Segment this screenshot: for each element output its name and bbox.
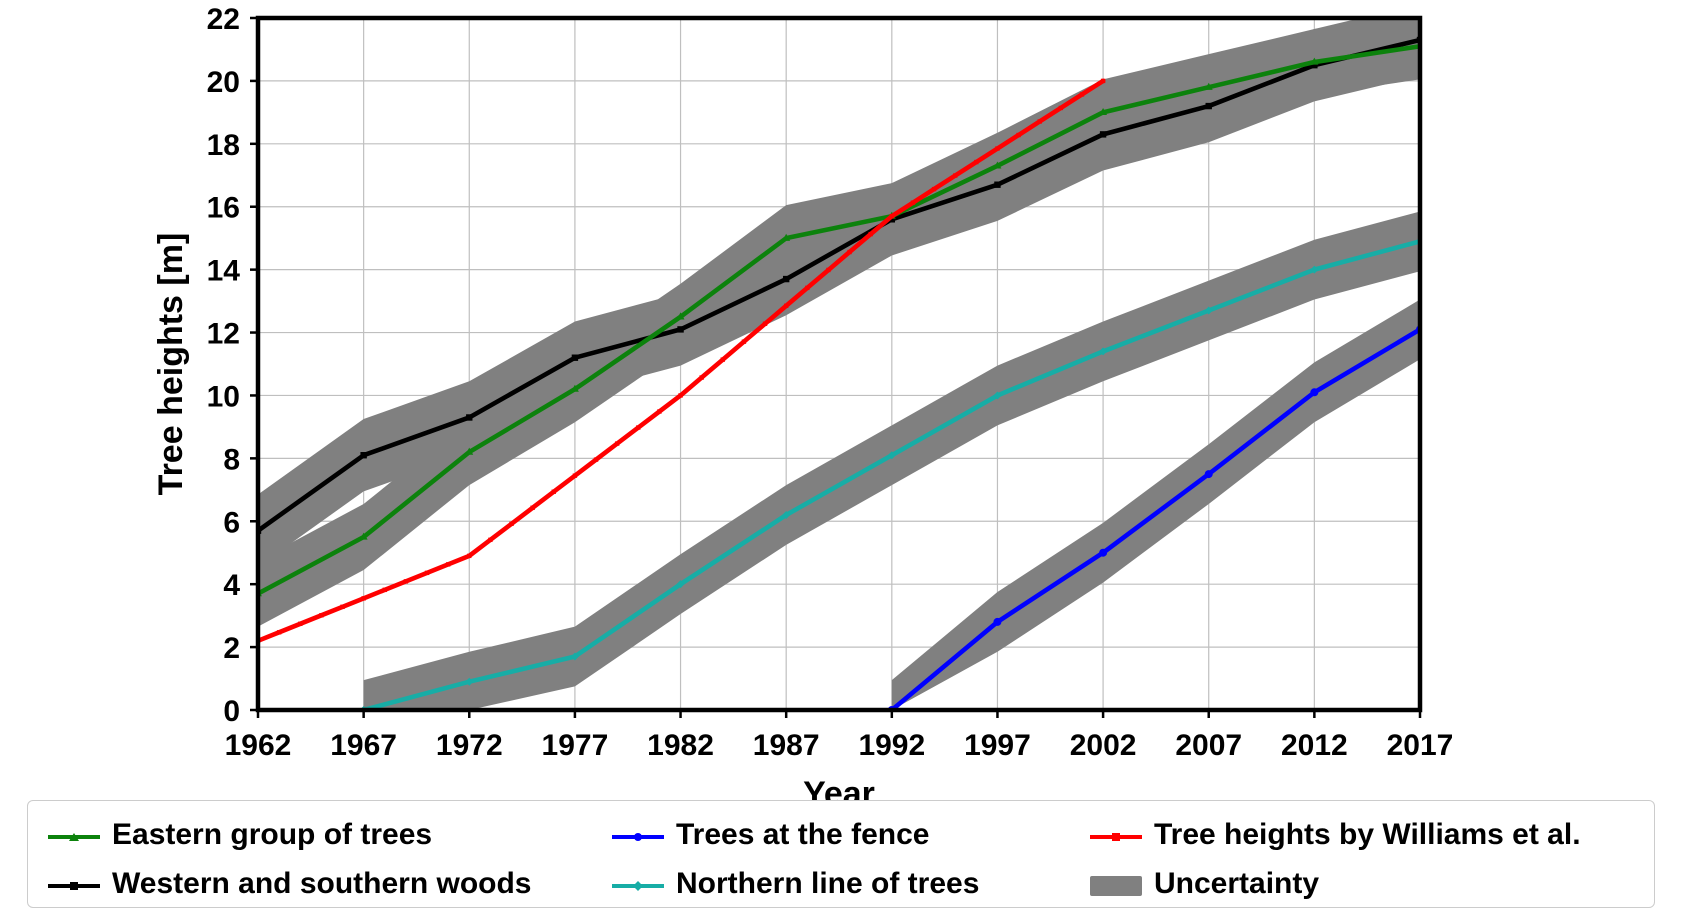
svg-text:0: 0 — [223, 695, 240, 728]
svg-text:8: 8 — [223, 443, 240, 476]
svg-text:6: 6 — [223, 506, 240, 539]
svg-text:10: 10 — [207, 380, 240, 413]
svg-text:2: 2 — [223, 632, 240, 665]
svg-text:2007: 2007 — [1175, 729, 1242, 762]
svg-text:14: 14 — [207, 255, 241, 288]
svg-text:20: 20 — [207, 66, 240, 99]
svg-text:22: 22 — [207, 3, 240, 36]
svg-text:1977: 1977 — [542, 729, 609, 762]
svg-text:18: 18 — [207, 129, 240, 162]
svg-text:12: 12 — [207, 318, 240, 351]
svg-text:2017: 2017 — [1387, 729, 1454, 762]
svg-text:16: 16 — [207, 192, 240, 225]
svg-text:1972: 1972 — [436, 729, 503, 762]
svg-text:1962: 1962 — [225, 729, 292, 762]
svg-text:2012: 2012 — [1281, 729, 1348, 762]
svg-text:4: 4 — [223, 569, 240, 602]
svg-text:Tree heights [m]: Tree heights [m] — [152, 233, 190, 496]
svg-text:1967: 1967 — [330, 729, 397, 762]
svg-text:1982: 1982 — [647, 729, 714, 762]
svg-text:2002: 2002 — [1070, 729, 1137, 762]
svg-text:1992: 1992 — [858, 729, 925, 762]
svg-text:1997: 1997 — [964, 729, 1031, 762]
svg-text:1987: 1987 — [753, 729, 820, 762]
